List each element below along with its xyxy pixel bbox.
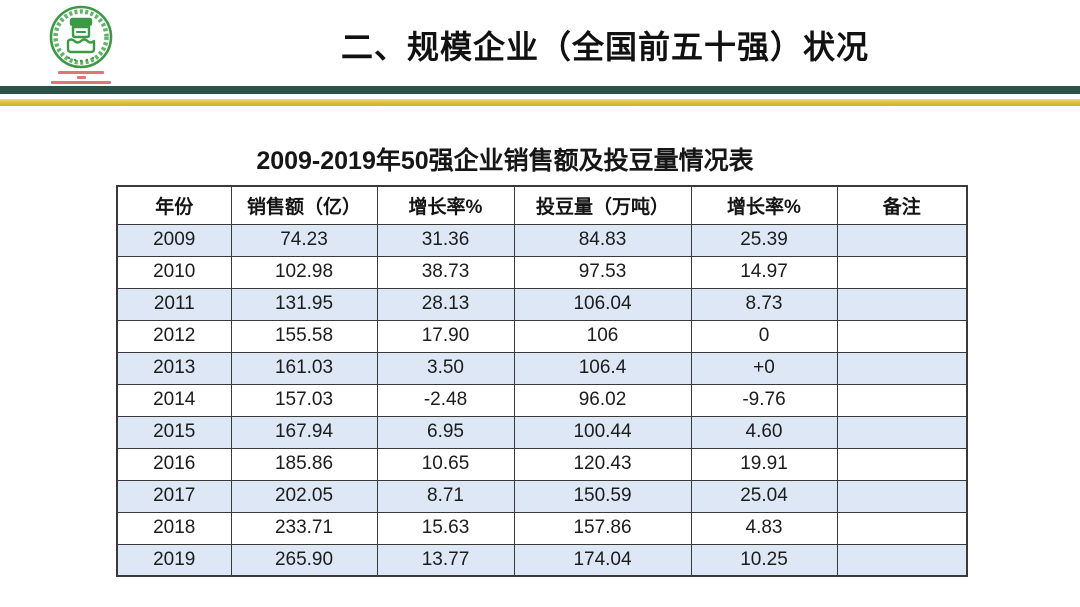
value-cell: [836, 383, 968, 417]
value-cell: 157.03: [230, 383, 378, 417]
logo-caption-line: [76, 76, 86, 79]
value-cell: 8.71: [376, 479, 515, 513]
year-cell: 2011: [116, 287, 232, 321]
column-header: 投豆量（万吨）: [513, 185, 692, 225]
header-divider-green: [0, 86, 1080, 94]
value-cell: -9.76: [690, 383, 838, 417]
value-cell: [836, 287, 968, 321]
value-cell: 25.39: [690, 223, 838, 257]
value-cell: [836, 447, 968, 481]
value-cell: +0: [690, 351, 838, 385]
value-cell: 6.95: [376, 415, 515, 449]
value-cell: 17.90: [376, 319, 515, 353]
value-cell: 102.98: [230, 255, 378, 289]
value-cell: 15.63: [376, 511, 515, 545]
year-cell: 2015: [116, 415, 232, 449]
year-cell: 2019: [116, 543, 232, 577]
value-cell: 38.73: [376, 255, 515, 289]
table-row: 2014 157.03 -2.48 96.02 -9.76: [116, 383, 968, 417]
value-cell: [836, 511, 968, 545]
value-cell: [836, 543, 968, 577]
year-cell: 2018: [116, 511, 232, 545]
value-cell: [836, 223, 968, 257]
column-header: 增长率%: [690, 185, 838, 225]
table-row: 2009 74.23 31.36 84.83 25.39: [116, 223, 968, 257]
value-cell: 28.13: [376, 287, 515, 321]
value-cell: [836, 479, 968, 513]
year-cell: 2012: [116, 319, 232, 353]
value-cell: 202.05: [230, 479, 378, 513]
value-cell: 8.73: [690, 287, 838, 321]
table-header-row: 年份 销售额（亿） 增长率% 投豆量（万吨） 增长率% 备注: [116, 185, 968, 225]
logo-caption-line: [51, 81, 111, 84]
value-cell: [836, 255, 968, 289]
value-cell: 14.97: [690, 255, 838, 289]
value-cell: 96.02: [513, 383, 692, 417]
association-logo: [46, 5, 116, 84]
value-cell: 19.91: [690, 447, 838, 481]
year-cell: 2016: [116, 447, 232, 481]
table-row: 2013 161.03 3.50 106.4 +0: [116, 351, 968, 385]
value-cell: 4.60: [690, 415, 838, 449]
value-cell: 106: [513, 319, 692, 353]
value-cell: 100.44: [513, 415, 692, 449]
value-cell: 97.53: [513, 255, 692, 289]
year-cell: 2014: [116, 383, 232, 417]
header-divider-yellow: [0, 99, 1080, 106]
year-cell: 2010: [116, 255, 232, 289]
value-cell: 10.65: [376, 447, 515, 481]
value-cell: 106.4: [513, 351, 692, 385]
value-cell: 120.43: [513, 447, 692, 481]
table-body: 2009 74.23 31.36 84.83 25.39 2010 102.98 38.73 9…: [116, 223, 968, 577]
value-cell: 233.71: [230, 511, 378, 545]
table-row: 2019 265.90 13.77 174.04 10.25: [116, 543, 968, 577]
value-cell: 167.94: [230, 415, 378, 449]
value-cell: 155.58: [230, 319, 378, 353]
table-row: 2010 102.98 38.73 97.53 14.97: [116, 255, 968, 289]
value-cell: 265.90: [230, 543, 378, 577]
table-row: 2011 131.95 28.13 106.04 8.73: [116, 287, 968, 321]
logo-caption-line: [58, 71, 104, 74]
sales-volume-table: 年份 销售额（亿） 增长率% 投豆量（万吨） 增长率% 备注 2009 74.23 31.36…: [116, 185, 968, 577]
value-cell: 174.04: [513, 543, 692, 577]
column-header: 销售额（亿）: [230, 185, 378, 225]
value-cell: [836, 415, 968, 449]
value-cell: 3.50: [376, 351, 515, 385]
value-cell: 84.83: [513, 223, 692, 257]
table-row: 2018 233.71 15.63 157.86 4.83: [116, 511, 968, 545]
value-cell: 161.03: [230, 351, 378, 385]
table-title: 2009-2019年50强企业销售额及投豆量情况表: [256, 147, 754, 175]
column-header: 年份: [116, 185, 232, 225]
value-cell: 25.04: [690, 479, 838, 513]
value-cell: 4.83: [690, 511, 838, 545]
value-cell: 10.25: [690, 543, 838, 577]
year-cell: 2009: [116, 223, 232, 257]
value-cell: -2.48: [376, 383, 515, 417]
value-cell: 74.23: [230, 223, 378, 257]
value-cell: 157.86: [513, 511, 692, 545]
logo-caption: [46, 71, 116, 84]
value-cell: 185.86: [230, 447, 378, 481]
table-row: 2012 155.58 17.90 106 0: [116, 319, 968, 353]
column-header: 备注: [836, 185, 968, 225]
value-cell: 131.95: [230, 287, 378, 321]
column-header: 增长率%: [376, 185, 515, 225]
value-cell: 31.36: [376, 223, 515, 257]
value-cell: 106.04: [513, 287, 692, 321]
table-row: 2015 167.94 6.95 100.44 4.60: [116, 415, 968, 449]
value-cell: 0: [690, 319, 838, 353]
year-cell: 2017: [116, 479, 232, 513]
bean-seal-icon: [49, 5, 113, 69]
slide-title: 二、规模企业（全国前五十强）状况: [340, 29, 869, 65]
table-row: 2016 185.86 10.65 120.43 19.91: [116, 447, 968, 481]
value-cell: 13.77: [376, 543, 515, 577]
year-cell: 2013: [116, 351, 232, 385]
value-cell: [836, 319, 968, 353]
value-cell: 150.59: [513, 479, 692, 513]
table-row: 2017 202.05 8.71 150.59 25.04: [116, 479, 968, 513]
value-cell: [836, 351, 968, 385]
